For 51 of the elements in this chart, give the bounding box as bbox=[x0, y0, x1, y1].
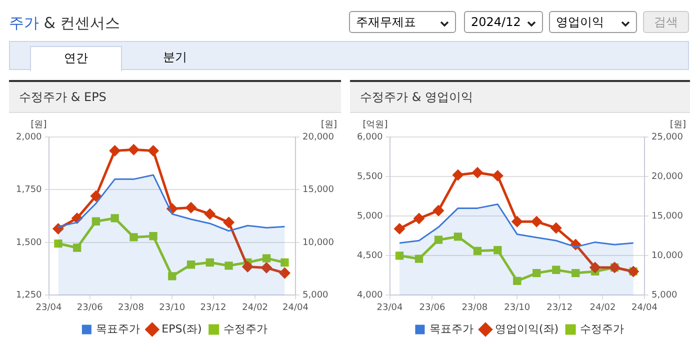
x-tick-label: 23/08 bbox=[118, 302, 144, 313]
y-tick-label: 5,000 bbox=[357, 211, 384, 222]
legend-label: 목표주가 bbox=[429, 322, 474, 336]
legend-label: 수정주가 bbox=[223, 322, 268, 336]
y-tick-label: 1,250 bbox=[16, 290, 42, 301]
chart-title: 수정주가 & 영업이익 bbox=[350, 80, 690, 113]
y2-axis-title: [원] bbox=[320, 120, 337, 130]
legend-label: 목표주가 bbox=[96, 322, 140, 336]
x-tick-label: 23/10 bbox=[159, 302, 186, 313]
y-axis-title: [억원] bbox=[362, 120, 388, 130]
x-tick-label: 23/12 bbox=[200, 302, 226, 313]
x-tick-label: 24/04 bbox=[632, 302, 658, 313]
y-tick-label: 6,000 bbox=[357, 132, 384, 142]
legend-label: 영업이익(좌) bbox=[494, 322, 559, 336]
x-tick-label: 23/04 bbox=[36, 302, 62, 313]
text: 분기 bbox=[162, 49, 188, 66]
text: 검색 bbox=[643, 11, 689, 33]
chart-title: 수정주가 & EPS bbox=[9, 80, 341, 113]
y-tick-label: 5,500 bbox=[357, 172, 384, 182]
legend-label: 수정주가 bbox=[580, 322, 624, 336]
y-tick-label: 4,000 bbox=[357, 290, 384, 301]
x-tick-label: 24/04 bbox=[282, 302, 309, 313]
legend-label: EPS(좌) bbox=[162, 322, 202, 336]
y-tick-label: 1,500 bbox=[16, 238, 42, 248]
y2-tick-label: 15,000 bbox=[652, 211, 684, 222]
x-tick-label: 23/06 bbox=[419, 302, 446, 313]
x-tick-label: 23/10 bbox=[504, 302, 530, 313]
text: 주재무제표 bbox=[356, 15, 416, 29]
x-tick-label: 24/02 bbox=[242, 302, 268, 313]
y2-tick-label: 20,000 bbox=[652, 172, 684, 182]
text: 2024/12 bbox=[471, 15, 521, 29]
y-axis-title: [원] bbox=[30, 120, 47, 130]
y-tick-label: 1,750 bbox=[16, 185, 42, 196]
y2-tick-label: 5,000 bbox=[652, 290, 678, 301]
x-tick-label: 23/12 bbox=[546, 302, 573, 313]
y-tick-label: 2,000 bbox=[16, 132, 42, 142]
y2-tick-label: 20,000 bbox=[302, 132, 334, 142]
x-tick-label: 23/06 bbox=[76, 302, 104, 313]
y2-tick-label: 5,000 bbox=[302, 290, 329, 301]
y-tick-label: 4,500 bbox=[357, 250, 384, 261]
y2-tick-label: 15,000 bbox=[302, 185, 334, 196]
text: 영업이익 bbox=[556, 15, 604, 29]
text: 주가 & 컨센서스 bbox=[9, 14, 120, 33]
y2-tick-label: 25,000 bbox=[652, 132, 684, 142]
text: 연간 bbox=[30, 46, 122, 71]
x-tick-label: 24/02 bbox=[590, 302, 616, 313]
x-tick-label: 23/04 bbox=[376, 302, 404, 313]
y2-axis-title: [원] bbox=[670, 120, 686, 130]
y2-tick-label: 10,000 bbox=[302, 238, 334, 248]
x-tick-label: 23/08 bbox=[462, 302, 488, 313]
y2-tick-label: 10,000 bbox=[652, 250, 684, 261]
